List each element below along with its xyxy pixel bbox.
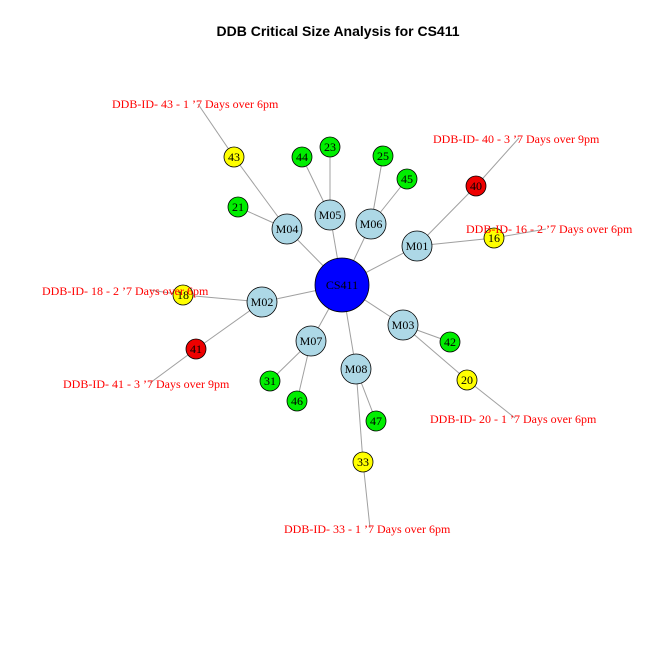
node-circle-M02 [246, 286, 278, 318]
node-label-M02: M02 [251, 295, 274, 309]
node-circle-M01 [401, 230, 433, 262]
annotation-leader-40 [475, 137, 520, 187]
node-25: 25 [372, 145, 394, 167]
node-label-40: 40 [470, 179, 482, 193]
annotation-leader-33 [362, 461, 371, 529]
node-42: 42 [439, 331, 461, 353]
node-circle-M05 [314, 199, 346, 231]
node-M06: M06 [355, 208, 387, 240]
node-M07: M07 [295, 325, 327, 357]
node-label-M08: M08 [345, 362, 368, 376]
node-M05: M05 [314, 199, 346, 231]
node-16: 16 [483, 227, 505, 249]
node-circle-M08 [340, 353, 372, 385]
node-circle-45 [396, 168, 418, 190]
node-circle-33 [352, 451, 374, 473]
node-44: 44 [291, 146, 313, 168]
node-circle-41 [185, 338, 207, 360]
node-circle-43 [223, 146, 245, 168]
nodes-layer: CS411 M01 M02 M03 M04 M05 M06 M07 M08 16 40 18 41 42 2… [172, 136, 505, 473]
node-label-16: 16 [488, 231, 500, 245]
node-label-CS411: CS411 [326, 278, 358, 292]
node-circle-20 [456, 369, 478, 391]
node-circle-M03 [387, 309, 419, 341]
node-label-42: 42 [444, 335, 456, 349]
node-circle-M06 [355, 208, 387, 240]
annotation-lines-layer [149, 103, 547, 529]
annotation-label-18: DDB-ID- 18 - 2 ’7 Days over 6pm [42, 284, 209, 298]
node-label-21: 21 [232, 200, 244, 214]
annotation-leader-43 [197, 103, 235, 158]
annotation-label-16: DDB-ID- 16 - 2 ’7 Days over 6pm [466, 222, 633, 236]
node-circle-M04 [271, 213, 303, 245]
annotation-label-33: DDB-ID- 33 - 1 ’7 Days over 6pm [284, 522, 451, 536]
node-circle-23 [319, 136, 341, 158]
node-circle-CS411 [314, 257, 370, 313]
edge-M08-33 [355, 368, 364, 463]
node-label-41: 41 [190, 342, 202, 356]
node-circle-16 [483, 227, 505, 249]
node-31: 31 [259, 370, 281, 392]
annotation-label-20: DDB-ID- 20 - 1 ’7 Days over 6pm [430, 412, 597, 426]
node-label-23: 23 [324, 140, 336, 154]
node-label-M01: M01 [406, 239, 429, 253]
node-M08: M08 [340, 353, 372, 385]
node-45: 45 [396, 168, 418, 190]
node-circle-40 [465, 175, 487, 197]
node-M04: M04 [271, 213, 303, 245]
node-label-18: 18 [177, 288, 189, 302]
diagram-title: DDB Critical Size Analysis for CS411 [216, 23, 459, 39]
node-label-47: 47 [370, 414, 382, 428]
node-M03: M03 [387, 309, 419, 341]
node-circle-31 [259, 370, 281, 392]
node-label-M07: M07 [300, 334, 323, 348]
node-20: 20 [456, 369, 478, 391]
node-label-43: 43 [228, 150, 240, 164]
node-circle-M07 [295, 325, 327, 357]
annotations-layer: DDB-ID- 43 - 1 ’7 Days over 6pm DDB-ID- 4… [42, 97, 633, 536]
node-41: 41 [185, 338, 207, 360]
node-21: 21 [227, 196, 249, 218]
node-label-20: 20 [461, 373, 473, 387]
node-circle-47 [365, 410, 387, 432]
node-label-44: 44 [296, 150, 308, 164]
node-label-M05: M05 [319, 208, 342, 222]
node-47: 47 [365, 410, 387, 432]
node-18: 18 [172, 284, 194, 306]
node-circle-18 [172, 284, 194, 306]
node-label-25: 25 [377, 149, 389, 163]
node-43: 43 [223, 146, 245, 168]
node-CS411: CS411 [314, 257, 370, 313]
node-40: 40 [465, 175, 487, 197]
node-46: 46 [286, 390, 308, 412]
node-label-46: 46 [291, 394, 303, 408]
node-M02: M02 [246, 286, 278, 318]
node-label-45: 45 [401, 172, 413, 186]
annotation-label-41: DDB-ID- 41 - 3 ’7 Days over 9pm [63, 377, 230, 391]
node-circle-44 [291, 146, 313, 168]
node-label-33: 33 [357, 455, 369, 469]
node-M01: M01 [401, 230, 433, 262]
node-label-M04: M04 [276, 222, 299, 236]
node-circle-21 [227, 196, 249, 218]
annotation-label-43: DDB-ID- 43 - 1 ’7 Days over 6pm [112, 97, 279, 111]
annotation-label-40: DDB-ID- 40 - 3 ’7 Days over 9pm [433, 132, 600, 146]
node-23: 23 [319, 136, 341, 158]
node-label-31: 31 [264, 374, 276, 388]
node-circle-42 [439, 331, 461, 353]
node-circle-46 [286, 390, 308, 412]
node-label-M06: M06 [360, 217, 383, 231]
node-label-M03: M03 [392, 318, 415, 332]
node-circle-25 [372, 145, 394, 167]
node-33: 33 [352, 451, 374, 473]
